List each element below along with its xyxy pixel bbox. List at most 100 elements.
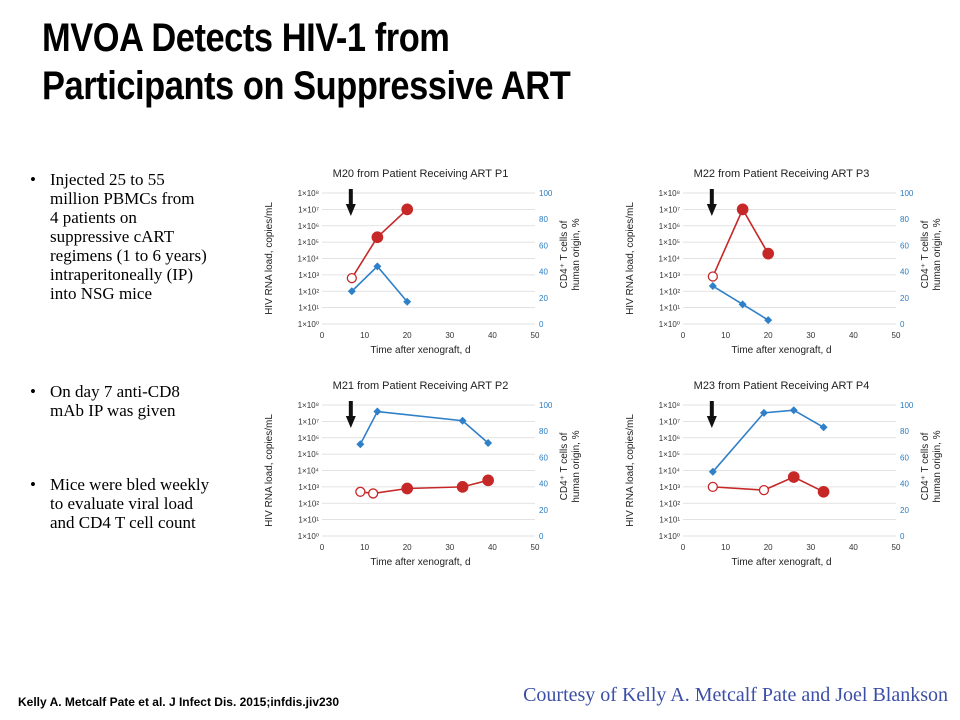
x-tick-label: 40 [849,331,858,340]
chart-m22: M22 from Patient Receiving ART P3 1×10⁰ 1×… [625,168,943,356]
viral-load-point-open [355,486,366,497]
cd4-point [347,287,356,296]
x-tick-label: 20 [764,543,773,552]
viral-load-point-open [707,271,718,282]
viral-load-point-open [346,272,357,284]
cd4-line [712,409,824,473]
x-tick-label: 10 [721,331,730,340]
y-tick-label: 1×10⁷ [659,205,680,214]
y-tick-label: 1×10¹ [298,304,319,313]
y2-axis-label: CD4⁺ T cells ofhuman origin, % [920,430,943,502]
y-tick-label: 1×10⁴ [659,255,681,264]
viral-load-point [736,203,749,216]
y-tick-label: 1×10⁶ [659,222,680,231]
y2-tick-label: 60 [900,241,909,250]
y2-tick-label: 20 [539,506,548,515]
y-tick-label: 1×10² [659,287,680,296]
y-tick-label: 1×10¹ [298,516,319,525]
chart-title: M23 from Patient Receiving ART P4 [694,380,870,392]
anti-cd8-arrow-head [345,204,356,216]
y2-tick-label: 20 [539,294,548,303]
x-tick-label: 30 [445,543,454,552]
y-tick-label: 1×10⁸ [298,189,319,198]
y2-tick-label: 60 [539,453,548,462]
y-tick-label: 1×10⁵ [298,450,319,459]
bullet-anti-cd8: On day 7 anti-CD8 mAb IP was given [30,382,180,420]
bullet-injection: Injected 25 to 55 million PBMCs from 4 p… [30,170,207,303]
x-tick-label: 50 [531,543,540,552]
viral-load-point [456,481,469,493]
viral-load-point [482,474,494,487]
cd4-point [764,316,773,325]
y2-tick-label: 40 [539,268,548,277]
y-axis-label: HIV RNA load, copies/mL [264,202,275,315]
x-tick-label: 20 [764,331,773,340]
viral-load-point-open [707,481,718,493]
y-tick-label: 1×10⁷ [298,417,319,426]
cd4-point [403,297,412,306]
y-tick-label: 1×10⁴ [298,255,320,264]
y-tick-label: 1×10⁸ [659,401,680,410]
y2-tick-label: 100 [900,401,914,410]
y2-tick-label: 60 [900,453,909,462]
x-axis-label: Time after xenograft, d [370,345,470,356]
anti-cd8-arrow-head [706,416,717,428]
y2-tick-label: 40 [900,268,909,277]
viral-load-point-open [367,488,379,499]
y-tick-label: 1×10⁴ [298,467,320,476]
y-tick-label: 1×10³ [659,271,680,280]
cd4-point [738,300,747,309]
y-tick-label: 1×10⁷ [298,205,319,214]
y2-tick-label: 40 [539,480,548,489]
y-tick-label: 1×10⁰ [298,532,319,541]
x-tick-label: 50 [531,331,540,340]
y-tick-label: 1×10⁷ [659,417,680,426]
x-tick-label: 30 [806,543,815,552]
y-tick-label: 1×10⁸ [298,401,319,410]
cd4-point [373,262,382,271]
x-axis-label: Time after xenograft, d [731,557,831,568]
x-tick-label: 0 [681,543,686,552]
y2-axis-label: CD4⁺ T cells ofhuman origin, % [559,218,582,290]
x-tick-label: 10 [360,331,369,340]
y2-axis-label: CD4⁺ T cells ofhuman origin, % [920,218,943,290]
y-tick-label: 1×10⁵ [298,238,319,247]
y-tick-label: 1×10³ [298,271,319,280]
y-tick-label: 1×10² [659,499,680,508]
bullet-weekly-bleed: Mice were bled weekly to evaluate viral … [30,475,209,532]
y-axis-label: HIV RNA load, copies/mL [264,414,275,527]
y2-tick-label: 0 [539,320,544,329]
y2-tick-label: 0 [900,532,905,541]
cd4-line [359,410,489,445]
y2-tick-label: 80 [900,427,909,436]
y2-tick-label: 20 [900,294,909,303]
x-tick-label: 30 [445,331,454,340]
y2-tick-label: 100 [539,401,553,410]
cd4-point [356,440,365,449]
x-tick-label: 50 [892,543,901,552]
cd4-point [373,407,382,416]
y-tick-label: 1×10⁰ [298,320,319,329]
cd4-point [759,408,768,417]
y-tick-label: 1×10⁶ [659,434,680,443]
cd4-point [789,406,798,415]
y2-tick-label: 80 [900,215,909,224]
y-tick-label: 1×10³ [659,483,680,492]
y-tick-label: 1×10⁴ [659,467,681,476]
x-axis-label: Time after xenograft, d [370,557,470,568]
cd4-point [819,423,828,432]
slide-title: MVOA Detects HIV-1 from Participants on … [42,14,571,110]
y-axis-label: HIV RNA load, copies/mL [625,202,636,315]
chart-m21: M21 from Patient Receiving ART P2 1×10⁰ 1×… [264,380,582,568]
chart-m23: M23 from Patient Receiving ART P4 1×10⁰ 1×… [625,380,943,568]
y-tick-label: 1×10⁵ [659,450,680,459]
cd4-point [458,416,467,425]
x-tick-label: 10 [721,543,730,552]
viral-load-point [817,485,830,498]
y-tick-label: 1×10¹ [659,516,680,525]
y2-tick-label: 0 [900,320,905,329]
chart-title: M21 from Patient Receiving ART P2 [333,380,509,392]
chart-m20: M20 from Patient Receiving ART P1 1×10⁰ 1×… [264,168,582,356]
y-tick-label: 1×10⁰ [659,320,680,329]
y-tick-label: 1×10³ [298,483,319,492]
